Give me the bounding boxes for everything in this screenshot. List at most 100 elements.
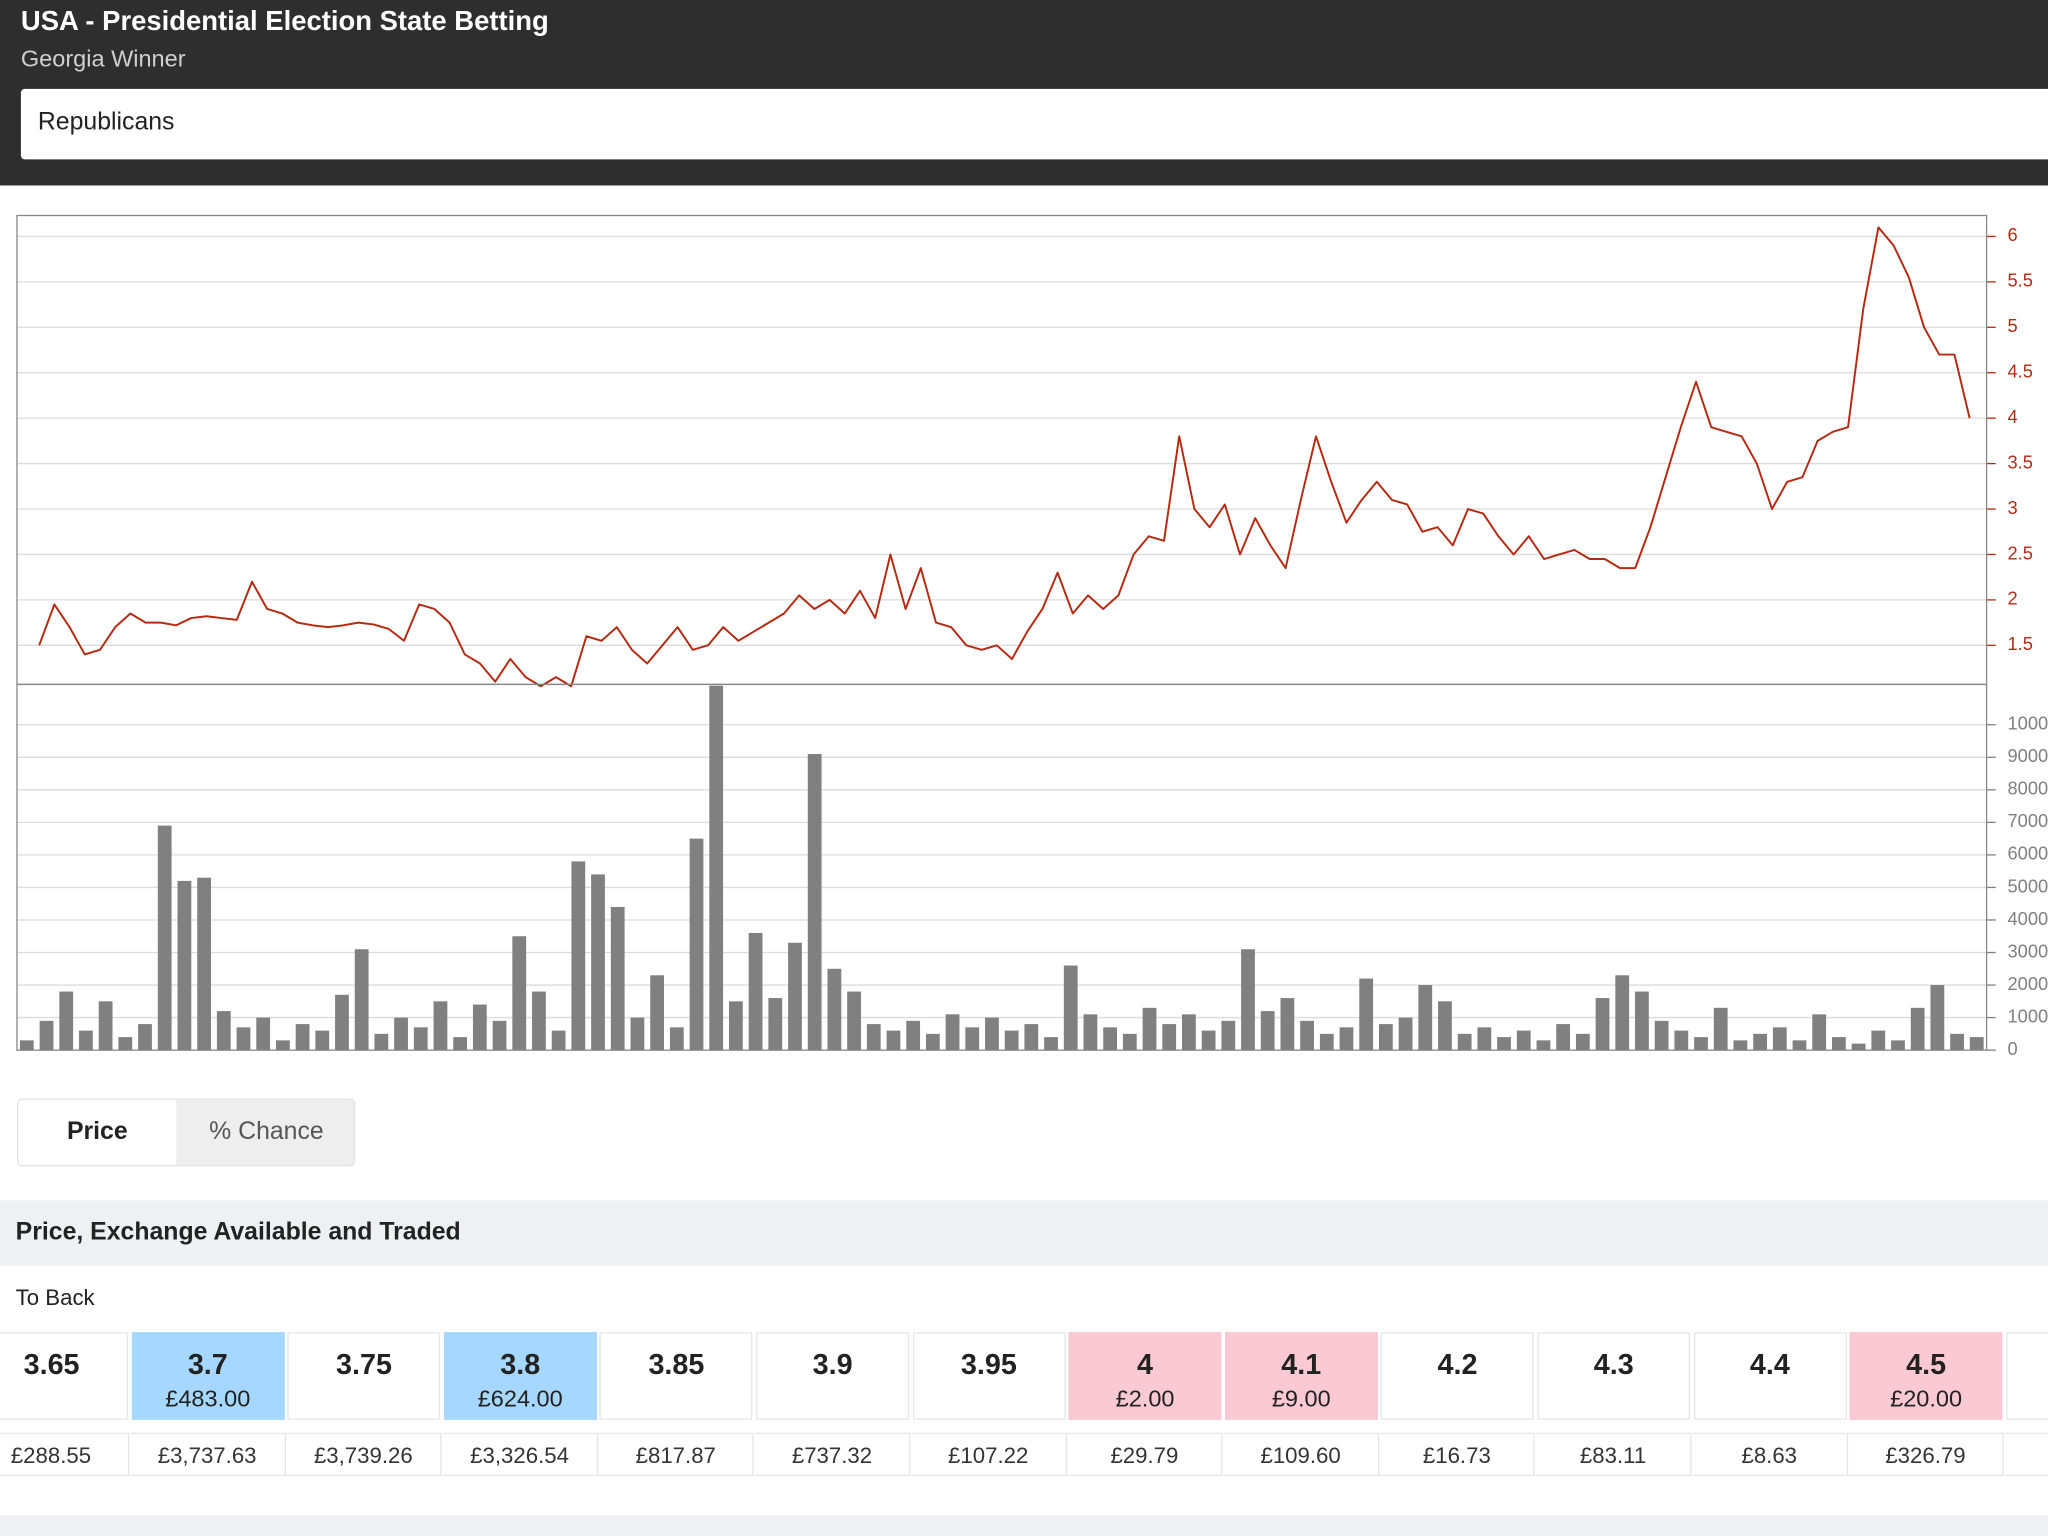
volume-bar <box>1891 1040 1905 1051</box>
volume-bar <box>532 991 546 1051</box>
page-title: USA - Presidential Election State Bettin… <box>20 6 549 37</box>
volume-bar <box>1950 1033 1964 1051</box>
y-tick-label: 5000 <box>2008 875 2048 896</box>
volume-bar <box>827 968 842 1051</box>
volume-bar <box>315 1030 330 1051</box>
volume-bar <box>1063 965 1078 1051</box>
section-title: Price, Exchange Available and Traded <box>15 1218 461 1247</box>
volume-bar <box>748 932 763 1051</box>
ladder-cell[interactable]: 3.75 <box>287 1332 441 1420</box>
volume-bar <box>1339 1027 1354 1051</box>
volume-bar <box>1280 998 1295 1051</box>
traded-amount: £3,326.54 <box>442 1432 598 1476</box>
volume-bar <box>591 874 605 1051</box>
volume-bar <box>39 1020 54 1051</box>
volume-bar <box>335 994 349 1051</box>
volume-bar <box>1004 1030 1019 1051</box>
ladder-cell[interactable]: 3.95 <box>912 1332 1066 1420</box>
ladder-cell[interactable]: 4 £2.00 <box>1068 1332 1222 1420</box>
ladder-cell[interactable]: 3.85 <box>600 1332 753 1420</box>
y-tick-label: 4.5 <box>2008 361 2033 382</box>
ladder-price: 4.1 <box>1281 1347 1322 1381</box>
y-tick-label: 5.5 <box>2008 270 2033 291</box>
volume-bar <box>886 1030 901 1051</box>
volume-bar <box>571 861 586 1051</box>
volume-bar <box>1221 1020 1236 1051</box>
available-amount: £624.00 <box>477 1385 563 1412</box>
ladder-cell[interactable]: 3.8 £624.00 <box>443 1332 597 1420</box>
selection-dropdown[interactable]: Republicans <box>20 88 2048 160</box>
volume-bar <box>1241 949 1255 1051</box>
plot-frame <box>16 683 1988 1051</box>
volume-bar <box>1733 1040 1748 1051</box>
toggle-chance[interactable]: % Chance <box>176 1099 354 1166</box>
ladder-cell[interactable]: 3.65 <box>0 1332 128 1420</box>
volume-bar <box>729 1001 743 1051</box>
volume-bar <box>650 975 665 1051</box>
y-tick-label: 6 <box>2008 224 2018 245</box>
ladder-cell[interactable]: 3.9 <box>756 1332 910 1420</box>
volume-bar <box>1398 1017 1413 1051</box>
volume-bar <box>118 1037 133 1051</box>
ladder-cell[interactable]: 4.5 £20.00 <box>1849 1332 2003 1420</box>
price-line <box>38 226 1971 688</box>
volume-bar <box>1122 1033 1137 1051</box>
volume-bar <box>1812 1014 1827 1051</box>
available-amount: £2.00 <box>1115 1385 1175 1412</box>
volume-bar <box>492 1020 507 1051</box>
volume-bar <box>689 838 704 1051</box>
volume-bar <box>138 1024 152 1051</box>
chart: 1.5 2 2.5 3 3.5 4 4.5 5 5.5 6 0 1000 2000 3000 4000 500… <box>16 214 2048 1059</box>
volume-bar <box>768 998 783 1051</box>
volume-bar <box>1497 1037 1511 1051</box>
volume-bar <box>1556 1024 1571 1051</box>
volume-bar <box>394 1017 408 1051</box>
y-tick-label: 2000 <box>2008 973 2048 994</box>
toggle-price[interactable]: Price <box>18 1099 177 1166</box>
view-toggle: Price % Chance <box>16 1098 356 1167</box>
volume-bar <box>1300 1020 1314 1051</box>
volume-bar <box>157 825 172 1051</box>
y-tick-label: 2 <box>2008 588 2018 609</box>
volume-bar <box>1694 1037 1708 1051</box>
volume-bar <box>1654 1020 1669 1051</box>
volume-bar <box>98 1001 113 1051</box>
volume-bar <box>1713 1007 1728 1051</box>
volume-bar <box>1753 1033 1767 1051</box>
ladder-price: 3.65 <box>23 1347 80 1381</box>
ladder-price: 3.9 <box>812 1347 853 1381</box>
volume-bar <box>79 1030 93 1051</box>
ladder-price: 3.95 <box>960 1347 1017 1381</box>
volume-bar <box>433 1001 448 1051</box>
volume-bar <box>709 685 724 1051</box>
volume-bar <box>512 936 527 1051</box>
volume-bar <box>945 1014 960 1051</box>
y-tick-label: 8000 <box>2008 778 2048 799</box>
volume-bar <box>1024 1024 1039 1051</box>
volume-bar <box>472 1004 487 1051</box>
ladder-cell[interactable]: 3.7 £483.00 <box>131 1332 285 1420</box>
traded-amount: £29.79 <box>1067 1432 1223 1476</box>
y-tick-label: 3.5 <box>2008 451 2033 472</box>
volume-bar <box>1182 1014 1196 1051</box>
traded-amount: £737.32 <box>754 1432 911 1476</box>
volume-bar <box>295 1024 310 1051</box>
volume-bar <box>1871 1030 1886 1051</box>
volume-bar <box>985 1017 999 1051</box>
ladder-cell[interactable]: 4.2 <box>1381 1332 1534 1420</box>
y-tick-label: 3 <box>2008 497 2018 518</box>
ladder-price: 3.85 <box>648 1347 705 1381</box>
y-tick-label: 1.5 <box>2008 633 2033 654</box>
ladder-cell[interactable]: 4.1 £9.00 <box>1224 1332 1378 1420</box>
volume-bar <box>216 1011 231 1051</box>
header: USA - Presidential Election State Bettin… <box>0 0 2048 186</box>
volume-bar <box>1477 1027 1492 1051</box>
volume-bar <box>256 1017 271 1051</box>
ladder-cell[interactable]: 4.4 <box>1693 1332 1847 1420</box>
volume-bar <box>19 1040 34 1051</box>
volume-bar <box>453 1037 468 1051</box>
traded-amount: £83.11 <box>1535 1432 1692 1476</box>
ladder-cell[interactable]: 4.3 <box>1537 1332 1691 1420</box>
volume-bar <box>236 1027 251 1051</box>
